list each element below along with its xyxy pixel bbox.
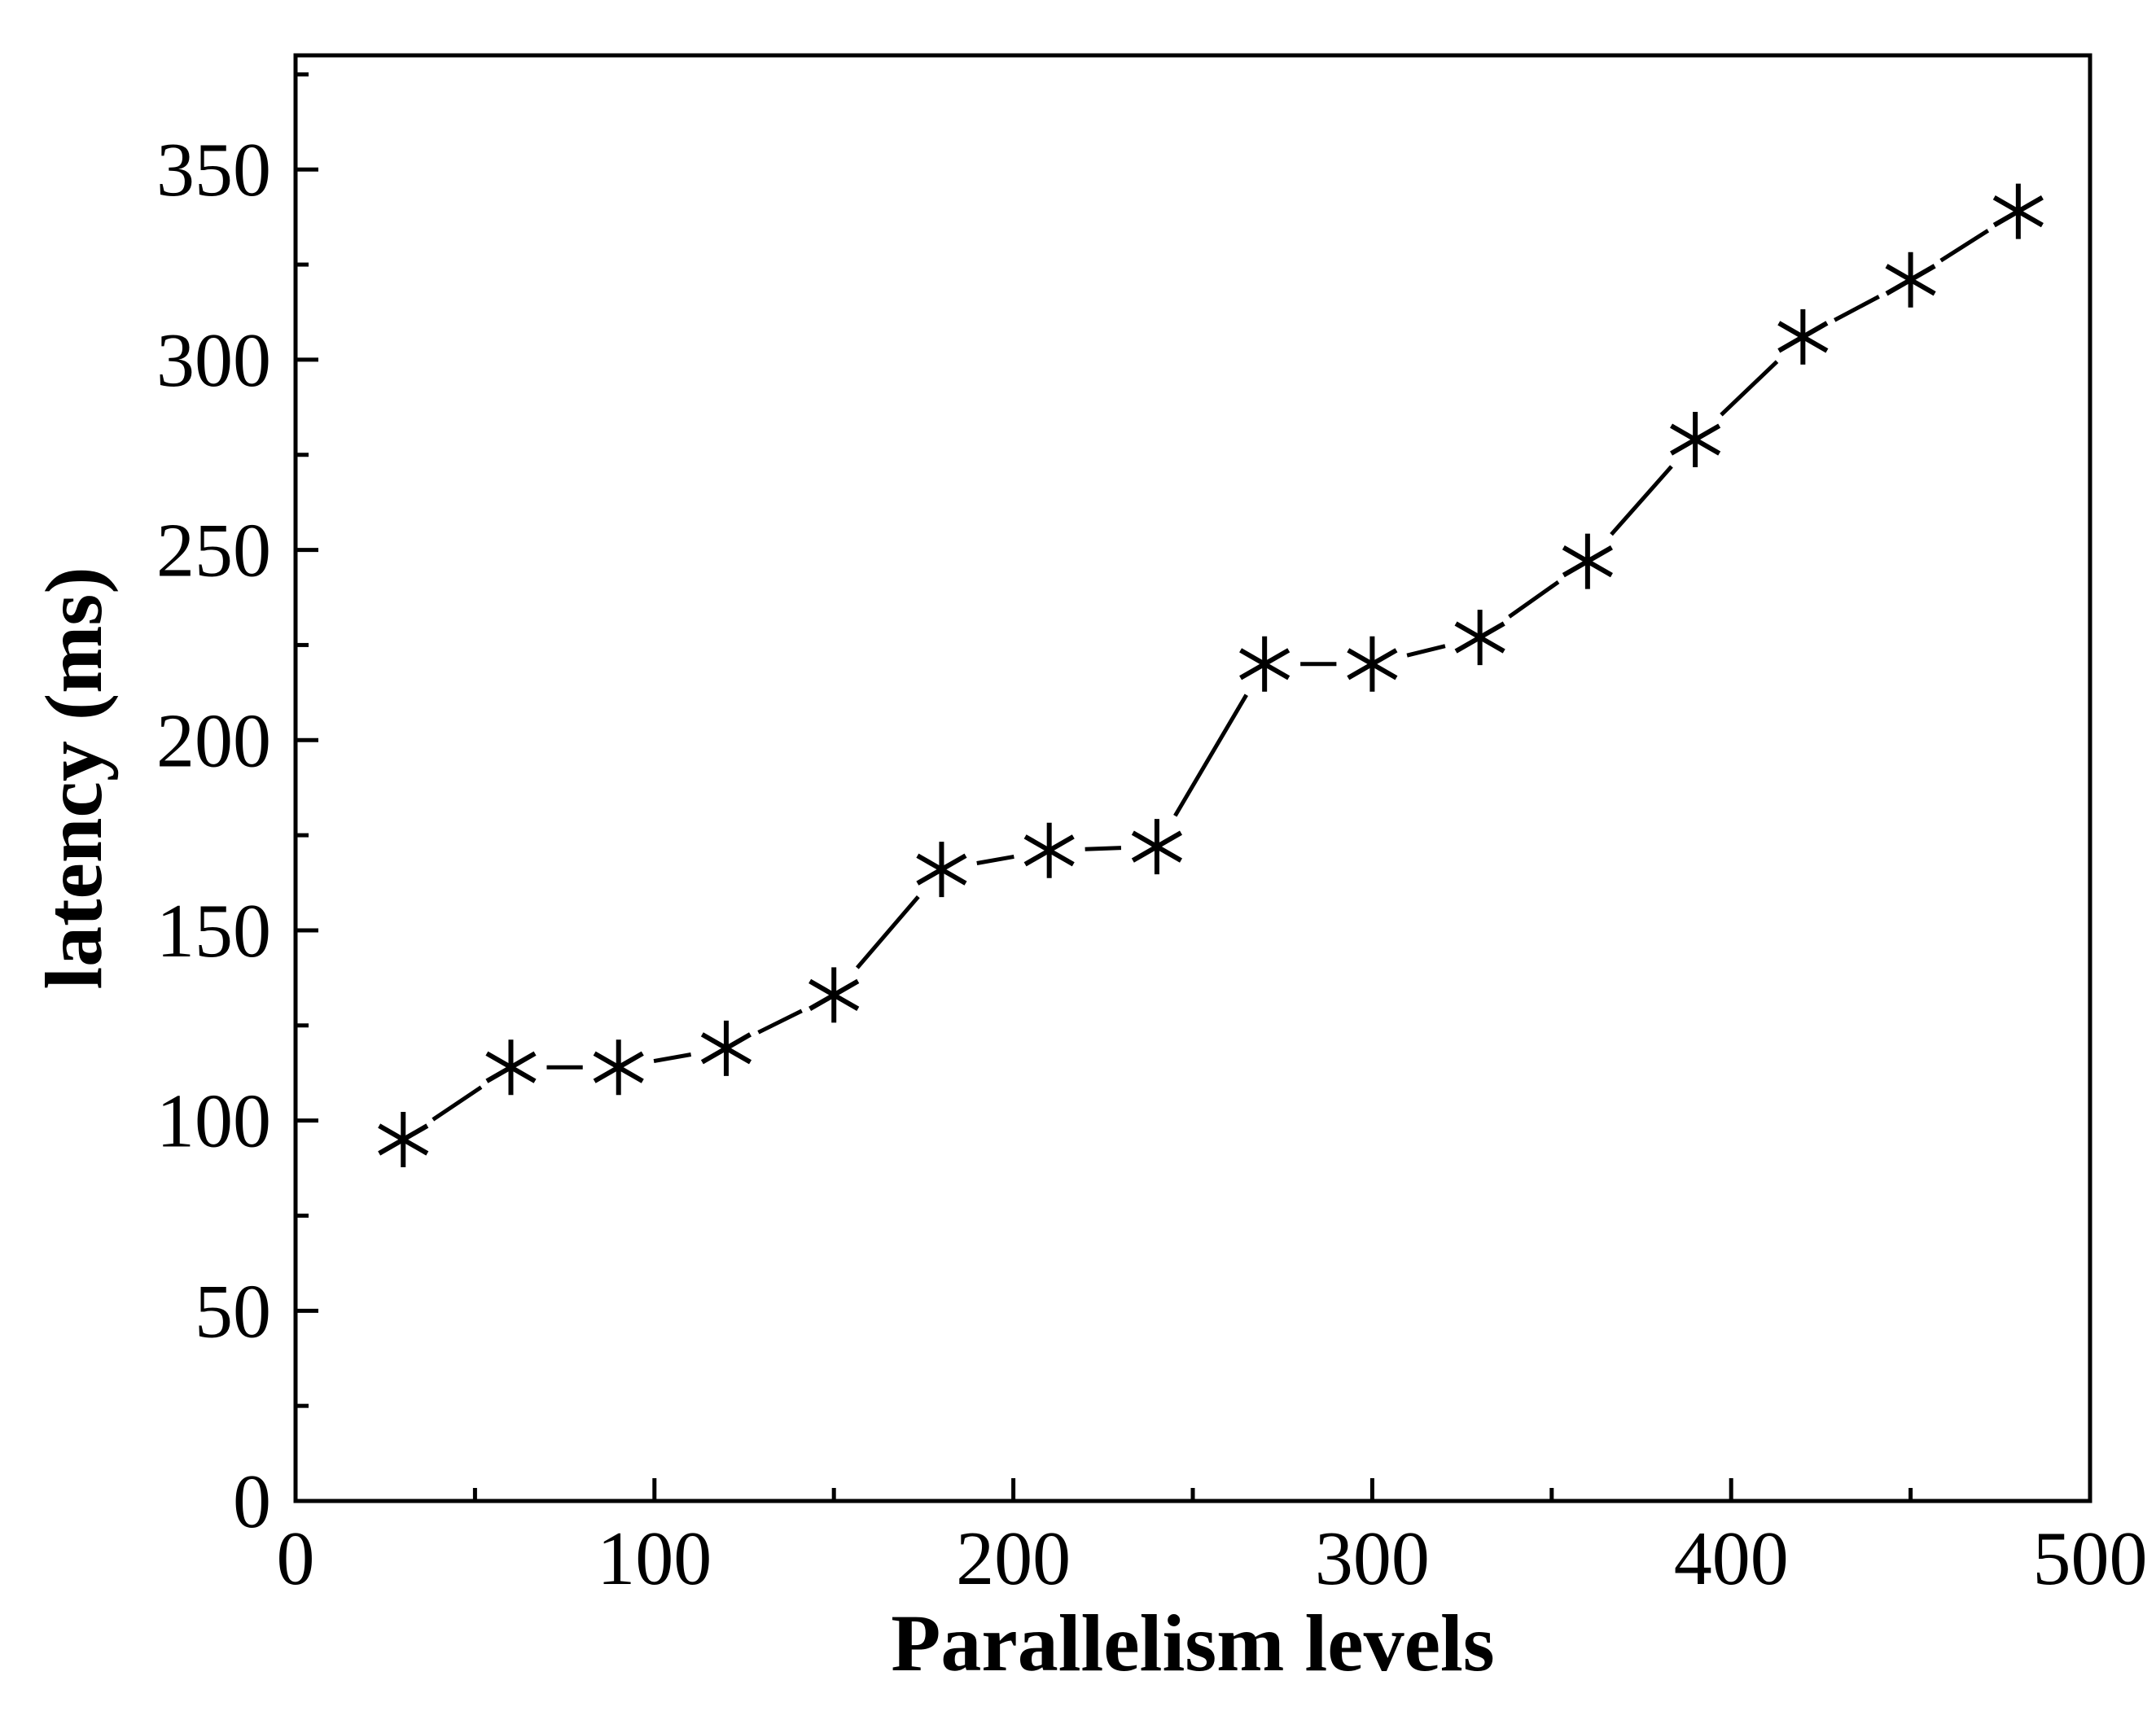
x-tick-label: 200 [956, 1516, 1071, 1601]
x-tick-label: 100 [597, 1516, 712, 1601]
x-tick-labels: 0 100 200 300 400 500 [277, 1516, 2148, 1601]
x-tick-label: 400 [1674, 1516, 1789, 1601]
data-point-marker [1454, 610, 1505, 666]
series-lines [432, 229, 1990, 1122]
series-segment [1939, 229, 1990, 263]
series-markers [378, 183, 2044, 1167]
data-point-marker [1239, 636, 1291, 692]
y-tick-label: 50 [195, 1269, 271, 1354]
series-segment [432, 1085, 483, 1122]
series-segment [653, 1052, 692, 1064]
plot-frame [293, 53, 2092, 1503]
axes [293, 53, 2092, 1503]
series-segment [1173, 694, 1248, 817]
data-point-marker [1992, 183, 2044, 239]
y-axis-title: latency (ms) [28, 567, 119, 989]
x-axis-title: Parallelism levels [891, 1598, 1494, 1688]
series-segment [1610, 465, 1673, 536]
y-tick-label: 0 [233, 1459, 271, 1544]
series-segment [1085, 846, 1122, 851]
series-segment [1834, 295, 1880, 322]
data-point-marker [485, 1039, 537, 1096]
data-point-marker [1670, 412, 1721, 468]
data-point-marker [378, 1112, 429, 1167]
series-segment [757, 1009, 803, 1035]
x-tick-label: 300 [1315, 1516, 1430, 1601]
y-tick-label: 200 [156, 698, 271, 783]
y-tick-label: 350 [156, 128, 271, 212]
y-tick-labels: 0 50 100 150 200 250 300 350 [156, 128, 271, 1544]
data-point-marker [1023, 822, 1075, 878]
series-segment [976, 854, 1014, 865]
series-segment [1720, 360, 1779, 417]
y-tick-label: 250 [156, 509, 271, 593]
data-point-marker [700, 1020, 752, 1076]
x-tick-label: 0 [277, 1516, 315, 1601]
data-point-marker [808, 967, 860, 1023]
y-tick-label: 150 [156, 889, 271, 974]
series-segment [1508, 580, 1560, 619]
data-point-marker [1885, 252, 1936, 308]
series-segment [1406, 644, 1446, 658]
data-point-marker [1777, 308, 1829, 365]
data-point-marker [1347, 636, 1398, 692]
data-point-marker [916, 842, 967, 898]
data-point-marker [593, 1039, 644, 1096]
y-tick-label: 300 [156, 318, 271, 403]
data-point-marker [1131, 819, 1182, 875]
data-point-marker [1562, 533, 1613, 589]
y-tick-label: 100 [156, 1079, 271, 1164]
series-segment [855, 895, 920, 969]
x-tick-label: 500 [2033, 1516, 2148, 1601]
